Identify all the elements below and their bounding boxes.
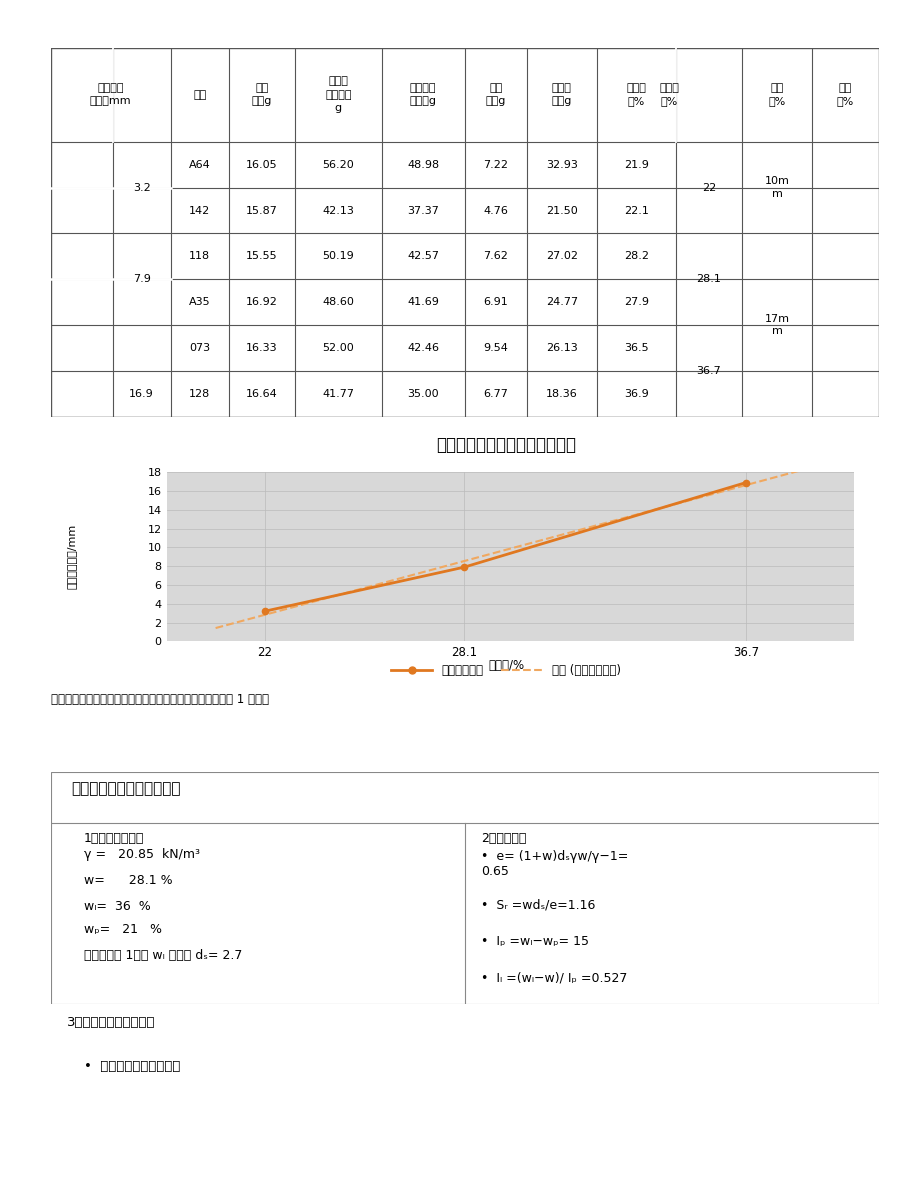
Text: 16.05: 16.05 — [245, 160, 278, 169]
Text: 4.76: 4.76 — [482, 206, 507, 216]
Text: 16.33: 16.33 — [245, 343, 278, 353]
Text: 24.77: 24.77 — [545, 298, 577, 307]
Text: A35: A35 — [188, 298, 210, 307]
Text: 142: 142 — [188, 206, 210, 216]
Text: 盒质
量／g: 盒质 量／g — [251, 83, 272, 106]
Text: 16.64: 16.64 — [245, 389, 278, 399]
Text: 16.92: 16.92 — [245, 298, 278, 307]
Text: 含水率
／%: 含水率 ／% — [626, 83, 646, 106]
Text: •  土的分类名称：粘性土: • 土的分类名称：粘性土 — [84, 1060, 180, 1073]
Text: •  e= (1+w)dₛγw/γ−1=
0.65: • e= (1+w)dₛγw/γ−1= 0.65 — [481, 850, 628, 878]
Text: 41.69: 41.69 — [407, 298, 438, 307]
Text: 盒加干土
质量／g: 盒加干土 质量／g — [409, 83, 437, 106]
Text: 15.55: 15.55 — [245, 251, 278, 261]
Text: 15.87: 15.87 — [245, 206, 278, 216]
Text: 6.91: 6.91 — [482, 298, 507, 307]
Text: A64: A64 — [188, 160, 210, 169]
Text: 圆锥下沉
深度／mm: 圆锥下沉 深度／mm — [90, 83, 131, 106]
Text: 1．试验测定数据: 1．试验测定数据 — [84, 833, 144, 846]
Text: γ =   20.85  kN/m³: γ = 20.85 kN/m³ — [84, 848, 199, 861]
Text: 36.9: 36.9 — [623, 389, 648, 399]
Text: 37.37: 37.37 — [407, 206, 438, 216]
Text: 27.9: 27.9 — [623, 298, 648, 307]
Text: 3.2: 3.2 — [132, 182, 151, 193]
Text: 圆锥入土深度/mm: 圆锥入土深度/mm — [66, 524, 76, 590]
Text: 36.5: 36.5 — [623, 343, 648, 353]
Text: 7.9: 7.9 — [132, 274, 151, 285]
Text: 7.62: 7.62 — [482, 251, 507, 261]
Text: 32.93: 32.93 — [545, 160, 577, 169]
Text: 7.22: 7.22 — [482, 160, 507, 169]
Text: 128: 128 — [188, 389, 210, 399]
Text: 50.19: 50.19 — [322, 251, 354, 261]
Text: 21.50: 21.50 — [545, 206, 577, 216]
Text: 48.60: 48.60 — [322, 298, 354, 307]
Text: 35.00: 35.00 — [407, 389, 438, 399]
Text: •  Iₚ =wₗ−wₚ= 15: • Iₚ =wₗ−wₚ= 15 — [481, 935, 588, 948]
Text: 水质
量／g: 水质 量／g — [485, 83, 505, 106]
Text: 21.9: 21.9 — [623, 160, 648, 169]
Text: 28.2: 28.2 — [623, 251, 648, 261]
Text: 圆锥入土深度与含水率关系曲线: 圆锥入土深度与含水率关系曲线 — [436, 436, 575, 455]
Text: 27.02: 27.02 — [545, 251, 577, 261]
Text: 42.13: 42.13 — [322, 206, 354, 216]
Text: 52.00: 52.00 — [322, 343, 354, 353]
Text: •  Sᵣ =wdₛ/e=1.16: • Sᵣ =wdₛ/e=1.16 — [481, 899, 595, 912]
Text: •  Iₗ =(wₗ−w)/ Iₚ =0.527: • Iₗ =(wₗ−w)/ Iₚ =0.527 — [481, 972, 627, 985]
Text: 28.1: 28.1 — [696, 274, 720, 285]
Legend: 圆锥入土深度, 线性 (圆锥入土深度): 圆锥入土深度, 线性 (圆锥入土深度) — [386, 659, 625, 681]
Text: （二）试验成果汇总和计算: （二）试验成果汇总和计算 — [72, 781, 181, 796]
Text: 6.77: 6.77 — [482, 389, 507, 399]
Text: 10m
m: 10m m — [764, 176, 789, 199]
Text: 41.77: 41.77 — [322, 389, 354, 399]
Text: 塑限
／%: 塑限 ／% — [836, 83, 853, 106]
Text: 注：圆锥下沉深度与含水率的双对数坐标关系曲线绘制于图 1 之中。: 注：圆锥下沉深度与含水率的双对数坐标关系曲线绘制于图 1 之中。 — [51, 693, 268, 706]
Text: 含水率/%: 含水率/% — [487, 659, 524, 672]
Text: 盒号: 盒号 — [193, 89, 206, 100]
Text: 含水率
／%: 含水率 ／% — [659, 83, 679, 106]
Text: 图 1  圆锥入土深度与含水率关系曲线: 图 1 圆锥入土深度与含水率关系曲线 — [398, 794, 530, 807]
Text: 干土质
量／g: 干土质 量／g — [551, 83, 572, 106]
Text: 42.57: 42.57 — [407, 251, 438, 261]
Text: 3．依上述计算结果判定: 3．依上述计算结果判定 — [67, 1016, 155, 1029]
Text: 17m
m: 17m m — [764, 314, 789, 336]
Text: 22.1: 22.1 — [623, 206, 648, 216]
Text: 18.36: 18.36 — [545, 389, 577, 399]
Text: 118: 118 — [189, 251, 210, 261]
Text: wₗ=  36  %: wₗ= 36 % — [84, 899, 151, 912]
Text: 42.46: 42.46 — [407, 343, 438, 353]
Text: 含水率／%: 含水率／% — [445, 772, 483, 784]
Text: 22: 22 — [701, 182, 715, 193]
Text: w=      28.1 %: w= 28.1 % — [84, 874, 172, 887]
Text: 2．计算参数: 2．计算参数 — [481, 833, 526, 846]
Text: 16.9: 16.9 — [130, 389, 153, 399]
Text: wₚ=   21   %: wₚ= 21 % — [84, 923, 162, 936]
Text: 073: 073 — [189, 343, 210, 353]
Text: 液限
／%: 液限 ／% — [767, 83, 785, 106]
Text: 根据备注表 1，由 wₗ 查表得 dₛ= 2.7: 根据备注表 1，由 wₗ 查表得 dₛ= 2.7 — [84, 948, 242, 961]
Text: 48.98: 48.98 — [407, 160, 438, 169]
Text: 盒加湿
土质量／
g: 盒加湿 土质量／ g — [324, 76, 351, 113]
Text: 9.54: 9.54 — [482, 343, 507, 353]
Text: 56.20: 56.20 — [322, 160, 354, 169]
Text: 36.7: 36.7 — [696, 366, 720, 376]
Text: 26.13: 26.13 — [545, 343, 577, 353]
